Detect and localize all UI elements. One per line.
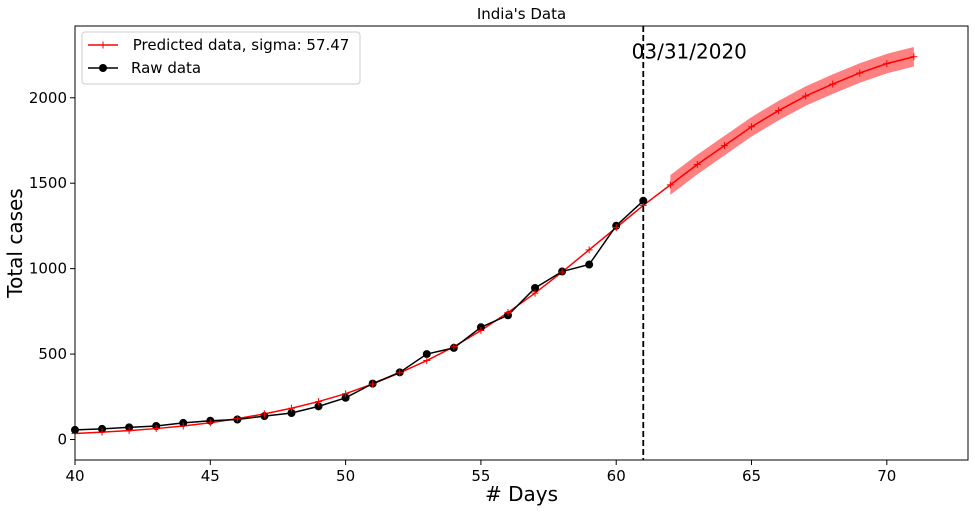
predicted-point <box>720 142 728 150</box>
legend-box <box>81 31 361 85</box>
legend: Predicted data, sigma: 57.47 Raw data <box>81 31 361 85</box>
predicted-point <box>98 428 106 436</box>
legend-predicted-label: Predicted data, sigma: 57.47 <box>128 36 349 54</box>
predicted-point <box>369 380 377 388</box>
predicted-point <box>829 80 837 88</box>
predicted-point <box>233 415 241 423</box>
predicted-point <box>775 107 783 115</box>
x-tick-label: 70 <box>877 467 896 485</box>
predicted-point <box>450 343 458 351</box>
predicted-point <box>558 268 566 276</box>
x-axis: 40 45 50 55 60 65 70 <box>65 460 896 485</box>
predicted-point <box>287 404 295 412</box>
predicted-point <box>693 160 701 168</box>
x-tick-label: 50 <box>336 467 355 485</box>
chart-title: India's Data <box>477 5 566 23</box>
predicted-point <box>477 326 485 334</box>
predicted-point <box>260 410 268 418</box>
x-tick-label: 65 <box>742 467 761 485</box>
raw-data-point <box>422 350 431 359</box>
predicted-point <box>396 369 404 377</box>
y-axis: 0 500 1000 1500 2000 <box>29 89 75 448</box>
predicted-point <box>342 390 350 398</box>
plot-frame <box>74 25 969 461</box>
legend-entries: Predicted data, sigma: 57.47 Raw data <box>88 36 349 77</box>
y-tick-label: 1000 <box>29 260 67 278</box>
y-tick-label: 0 <box>57 430 67 448</box>
y-tick-label: 1500 <box>29 174 67 192</box>
predicted-point <box>423 357 431 365</box>
predicted-point <box>504 309 512 317</box>
x-tick-label: 60 <box>607 467 626 485</box>
predicted-point <box>531 289 539 297</box>
y-tick-label: 500 <box>38 345 67 363</box>
legend-predicted-marker <box>99 41 107 49</box>
date-annotation: 03/31/2020 <box>632 39 747 63</box>
predicted-point <box>612 224 620 232</box>
predicted-point <box>125 427 133 435</box>
x-tick-label: 40 <box>65 467 84 485</box>
raw-data-line <box>74 200 644 431</box>
predicted-point <box>802 92 810 100</box>
predicted-point <box>315 398 323 406</box>
sigma-band <box>670 47 914 195</box>
predicted-point <box>206 419 214 427</box>
predicted-point <box>883 60 891 68</box>
x-axis-label: # Days <box>485 482 558 506</box>
predicted-point <box>856 69 864 77</box>
y-tick-label: 2000 <box>29 89 67 107</box>
legend-raw-marker <box>99 64 107 72</box>
raw-data-point <box>531 283 540 292</box>
raw-data-point <box>341 393 350 402</box>
predicted-point <box>748 123 756 131</box>
y-axis-label: Total cases <box>3 188 27 298</box>
predicted-point <box>179 422 187 430</box>
legend-raw-label: Raw data <box>131 59 201 77</box>
x-tick-label: 55 <box>471 467 490 485</box>
predicted-point <box>910 53 918 61</box>
plot-content <box>71 26 918 460</box>
predicted-point <box>152 425 160 433</box>
raw-data-point <box>287 409 296 418</box>
x-tick-label: 45 <box>201 467 220 485</box>
predicted-point <box>585 246 593 254</box>
raw-data-point <box>585 260 594 269</box>
predicted-point <box>666 181 674 189</box>
raw-data-point <box>314 402 323 411</box>
